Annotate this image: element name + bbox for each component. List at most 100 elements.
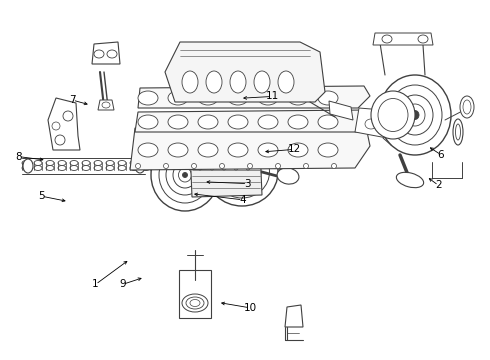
Ellipse shape [138,91,158,105]
Ellipse shape [182,172,188,177]
Ellipse shape [166,155,204,195]
Ellipse shape [168,91,188,105]
Ellipse shape [278,71,294,93]
Ellipse shape [142,161,150,166]
Ellipse shape [46,166,54,171]
Polygon shape [165,42,325,102]
Ellipse shape [118,161,126,166]
Ellipse shape [396,172,424,188]
Ellipse shape [463,100,471,114]
Ellipse shape [58,166,66,171]
Ellipse shape [222,166,226,170]
Polygon shape [285,305,303,327]
Polygon shape [48,98,80,150]
Polygon shape [190,148,262,197]
Text: 12: 12 [287,144,301,154]
Ellipse shape [246,166,250,170]
Ellipse shape [58,161,66,166]
Ellipse shape [46,161,54,166]
Polygon shape [98,100,114,110]
Text: 2: 2 [435,180,442,190]
Ellipse shape [130,161,138,166]
Text: 8: 8 [15,152,22,162]
Ellipse shape [418,35,428,43]
Polygon shape [329,101,353,120]
Ellipse shape [388,85,442,145]
Bar [179,270,211,318]
Ellipse shape [318,91,338,105]
Ellipse shape [215,146,270,198]
Text: 11: 11 [265,91,279,102]
Text: 3: 3 [244,179,251,189]
Ellipse shape [371,91,415,139]
Text: 6: 6 [438,150,444,160]
Ellipse shape [206,71,222,93]
Ellipse shape [397,95,433,135]
Ellipse shape [288,143,308,157]
Ellipse shape [106,166,114,171]
Ellipse shape [288,91,308,105]
Polygon shape [130,122,370,170]
Text: 4: 4 [239,195,246,205]
Ellipse shape [178,168,192,182]
Ellipse shape [453,119,463,145]
Ellipse shape [228,115,248,129]
Ellipse shape [168,143,188,157]
Text: 9: 9 [119,279,126,289]
Ellipse shape [332,163,337,168]
Ellipse shape [94,166,102,171]
Ellipse shape [198,166,202,170]
Ellipse shape [63,111,73,121]
Ellipse shape [23,159,33,173]
Ellipse shape [234,166,238,170]
Ellipse shape [151,139,219,211]
Ellipse shape [228,143,248,157]
Ellipse shape [258,91,278,105]
Ellipse shape [34,161,42,166]
Ellipse shape [106,161,114,166]
Polygon shape [92,42,120,64]
Ellipse shape [247,163,252,168]
Ellipse shape [318,143,338,157]
Ellipse shape [70,161,78,166]
Ellipse shape [192,163,196,168]
Ellipse shape [135,159,145,173]
Text: 10: 10 [244,303,256,313]
Ellipse shape [288,115,308,129]
Ellipse shape [258,143,278,157]
Text: 1: 1 [92,279,99,289]
Text: 5: 5 [38,191,45,201]
Ellipse shape [198,115,218,129]
Ellipse shape [220,163,224,168]
Ellipse shape [378,99,408,131]
Ellipse shape [382,35,392,43]
Ellipse shape [379,75,451,155]
Ellipse shape [277,168,299,184]
Ellipse shape [210,166,214,170]
Ellipse shape [22,166,30,171]
Ellipse shape [136,163,141,168]
Ellipse shape [258,115,278,129]
Ellipse shape [231,162,253,183]
Ellipse shape [94,161,102,166]
Ellipse shape [460,96,474,118]
Ellipse shape [190,300,200,306]
Ellipse shape [275,163,280,168]
Ellipse shape [70,166,78,171]
Ellipse shape [182,294,208,312]
Ellipse shape [82,161,90,166]
Ellipse shape [405,104,425,126]
Ellipse shape [102,102,110,108]
Ellipse shape [82,166,90,171]
Polygon shape [355,108,387,138]
Polygon shape [373,33,433,45]
Ellipse shape [365,119,377,129]
Ellipse shape [411,111,419,120]
Ellipse shape [34,166,42,171]
Ellipse shape [142,166,150,171]
Ellipse shape [456,124,461,140]
Ellipse shape [168,115,188,129]
Ellipse shape [118,166,126,171]
Text: 7: 7 [69,95,76,105]
Ellipse shape [230,71,246,93]
